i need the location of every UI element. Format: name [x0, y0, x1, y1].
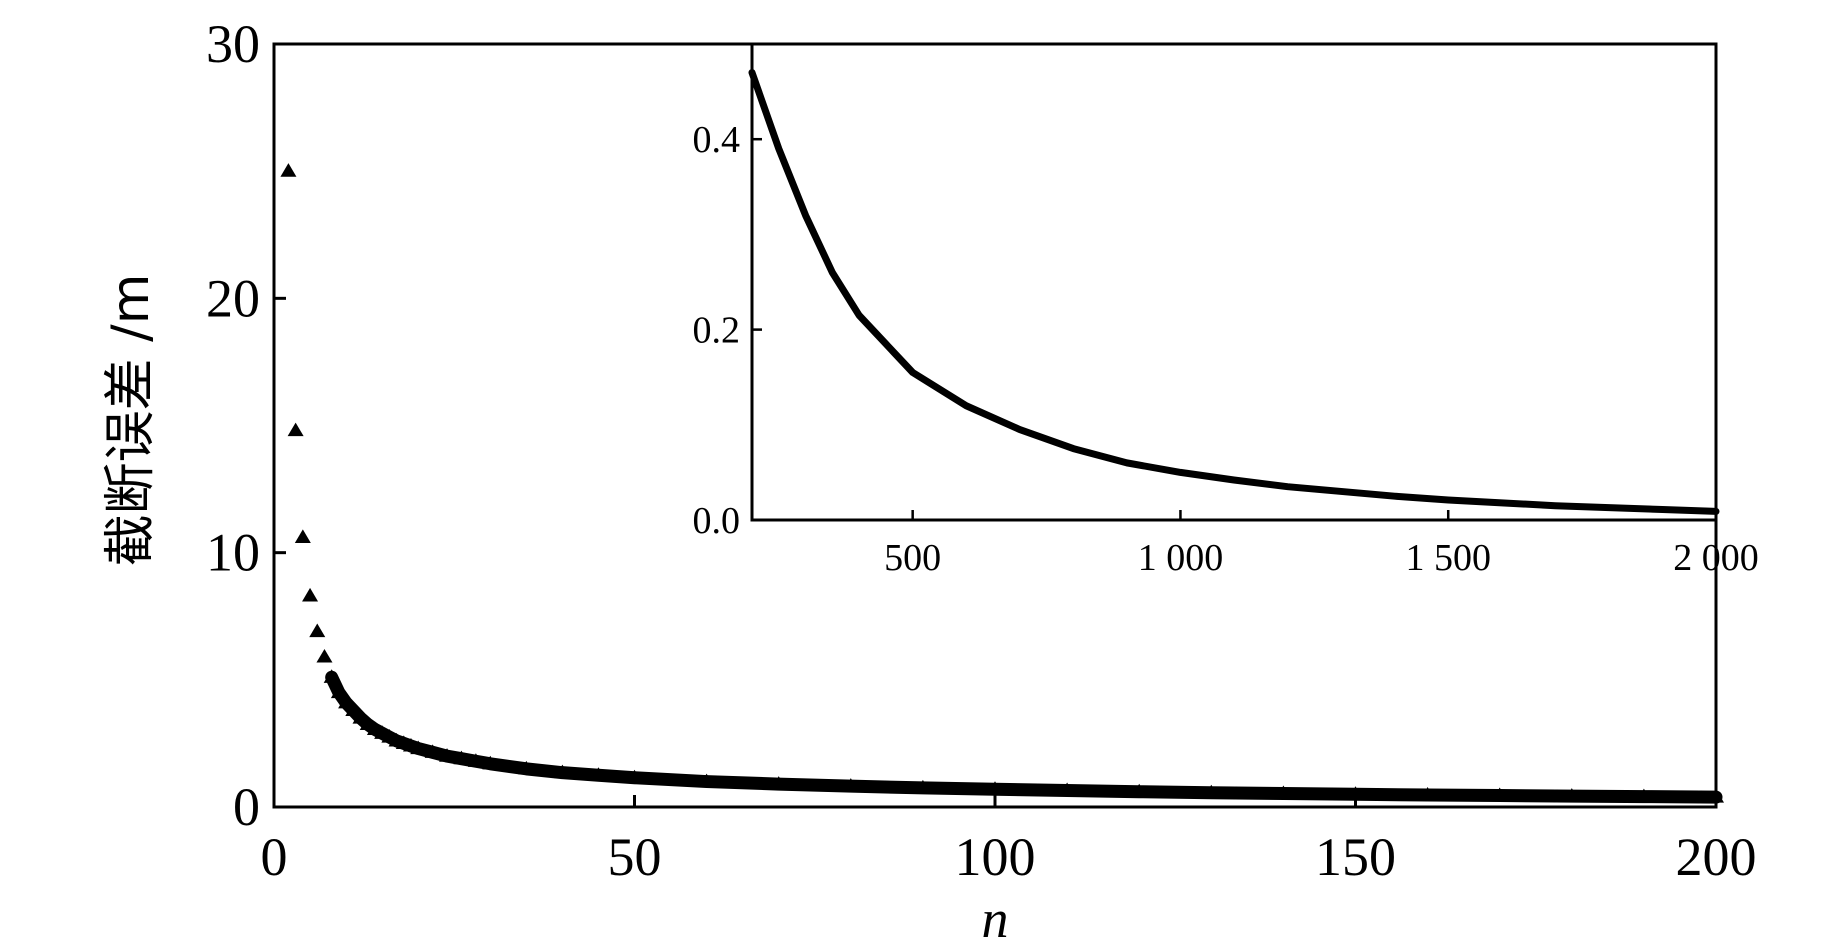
- inset-x-tick-label-0: 500: [884, 537, 941, 579]
- inset-background: [655, 44, 1716, 564]
- data-point-5: [316, 648, 333, 663]
- main-x-tick-label-1: 50: [608, 827, 662, 887]
- main-x-axis-label: n: [982, 889, 1009, 945]
- main-y-tick-label-2: 20: [206, 268, 260, 328]
- inset-y-tick-label-0: 0.0: [693, 500, 741, 542]
- inset-x-tick-label-1: 1 000: [1138, 537, 1224, 579]
- main-x-tick-label-0: 0: [261, 827, 288, 887]
- inset-series-line: [748, 69, 1720, 515]
- main-series-markers: [280, 163, 1724, 804]
- main-x-tick-label-3: 150: [1315, 827, 1396, 887]
- data-point-3: [302, 587, 319, 602]
- data-point-0: [280, 163, 297, 177]
- data-point-1: [287, 422, 304, 437]
- main-y-axis-label: 截断误差 /m: [101, 274, 161, 567]
- data-point-2: [294, 529, 311, 544]
- inset-y-tick-label-2: 0.4: [693, 119, 741, 161]
- main-y-tick-label-0: 0: [233, 777, 260, 837]
- inset-x-tick-label-2: 1 500: [1405, 537, 1491, 579]
- data-point-4: [309, 623, 326, 638]
- main-series-trail: [325, 670, 1723, 804]
- main-y-tick-label-1: 10: [206, 523, 260, 583]
- inset-y-tick-label-1: 0.2: [693, 310, 741, 352]
- main-y-tick-label-3: 30: [206, 14, 260, 74]
- main-x-tick-label-2: 100: [955, 827, 1036, 887]
- main-x-tick-label-4: 200: [1676, 827, 1757, 887]
